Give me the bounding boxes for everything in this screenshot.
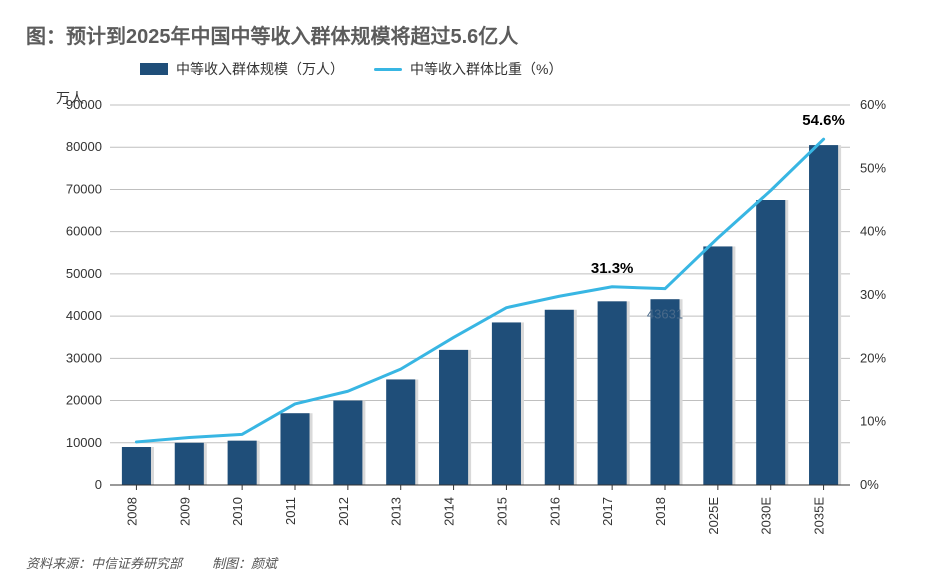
x-tick-label: 2035E — [812, 497, 827, 535]
x-tick-label: 2025E — [706, 497, 721, 535]
svg-text:10%: 10% — [860, 414, 886, 429]
credit-source: 资料来源：中信证券研究部 — [26, 553, 182, 572]
credits: 资料来源：中信证券研究部 制图：颜斌 — [20, 553, 906, 572]
bar — [280, 413, 309, 485]
x-tick-label: 2009 — [177, 497, 192, 526]
chart-container: 图：预计到2025年中国中等收入群体规模将超过5.6亿人 中等收入群体规模（万人… — [0, 0, 926, 566]
svg-text:20000: 20000 — [66, 393, 102, 408]
bar — [122, 447, 151, 485]
bar — [703, 246, 732, 485]
svg-text:0%: 0% — [860, 477, 879, 492]
svg-text:60000: 60000 — [66, 224, 102, 239]
svg-text:10000: 10000 — [66, 435, 102, 450]
x-tick-label: 2013 — [389, 497, 404, 526]
x-tick-label: 2015 — [494, 497, 509, 526]
x-tick-label: 2008 — [124, 497, 139, 526]
svg-text:80000: 80000 — [66, 139, 102, 154]
annotation: 43631 — [647, 307, 683, 322]
svg-text:0: 0 — [95, 477, 102, 492]
annotation: 31.3% — [591, 260, 634, 277]
bar — [439, 350, 468, 485]
legend-swatch-bar — [140, 63, 168, 75]
svg-text:万人: 万人 — [56, 90, 84, 106]
svg-text:60%: 60% — [860, 97, 886, 112]
svg-text:50%: 50% — [860, 160, 886, 175]
legend: 中等收入群体规模（万人） 中等收入群体比重（%） — [140, 59, 906, 79]
x-tick-label: 2016 — [547, 497, 562, 526]
bar — [756, 200, 785, 485]
bar — [333, 401, 362, 485]
x-tick-label: 2017 — [600, 497, 615, 526]
credit-maker: 制图：颜斌 — [212, 553, 277, 572]
legend-label-bar: 中等收入群体规模（万人） — [176, 59, 344, 79]
svg-text:50000: 50000 — [66, 266, 102, 281]
svg-text:30%: 30% — [860, 287, 886, 302]
legend-item-bar: 中等收入群体规模（万人） — [140, 59, 344, 79]
x-tick-label: 2012 — [336, 497, 351, 526]
bar — [650, 299, 679, 485]
bar — [175, 443, 204, 485]
bar — [598, 301, 627, 485]
bar — [545, 310, 574, 485]
bar — [492, 322, 521, 485]
x-tick-label: 2011 — [283, 497, 298, 525]
svg-text:20%: 20% — [860, 350, 886, 365]
svg-text:70000: 70000 — [66, 181, 102, 196]
x-tick-label: 2018 — [653, 497, 668, 526]
chart-title: 图：预计到2025年中国中等收入群体规模将超过5.6亿人 — [26, 20, 906, 49]
annotation: 54.6% — [802, 112, 845, 129]
bar — [809, 145, 838, 485]
legend-item-line: 中等收入群体比重（%） — [374, 59, 562, 79]
chart-svg: 0 10000 20000 30000 40000 50000 60000 70000 8000… — [20, 85, 906, 545]
legend-swatch-line — [374, 68, 402, 71]
svg-text:30000: 30000 — [66, 350, 102, 365]
x-tick-label: 2014 — [442, 497, 457, 526]
svg-text:40000: 40000 — [66, 308, 102, 323]
bar — [228, 441, 257, 485]
bar — [386, 379, 415, 485]
x-tick-label: 2030E — [759, 497, 774, 535]
x-tick-label: 2010 — [230, 497, 245, 526]
svg-text:40%: 40% — [860, 224, 886, 239]
legend-label-line: 中等收入群体比重（%） — [410, 59, 562, 79]
